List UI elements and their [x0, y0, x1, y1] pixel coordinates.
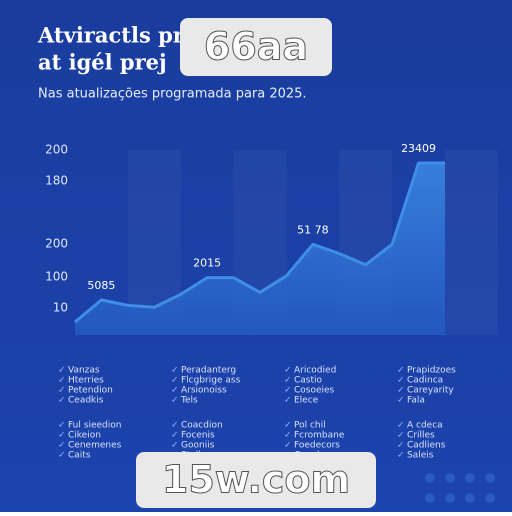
legend-icon: ✓	[171, 441, 179, 451]
y-axis-label: 100	[45, 270, 68, 284]
legend-icon: ✓	[58, 376, 66, 386]
legend-icon: ✓	[171, 421, 179, 431]
legend-text: Cikeion	[68, 431, 101, 441]
annotation: 2015	[193, 257, 221, 270]
annotation: 51 78	[297, 223, 329, 236]
legend-text: Prapidzoes	[407, 366, 456, 376]
legend-icon: ✓	[397, 451, 405, 461]
area	[75, 162, 445, 335]
legend-text: Careyarity	[407, 386, 454, 396]
legend-text: Hterries	[68, 376, 104, 386]
legend-icon: ✓	[397, 441, 405, 451]
legend-icon: ✓	[58, 366, 66, 376]
legend-text: Peradanterg	[181, 366, 236, 376]
legend-icon: ✓	[397, 386, 405, 396]
legend-text: A cdeca	[407, 421, 443, 431]
legend-text: Pol chil	[294, 421, 326, 431]
legend-icon: ✓	[397, 396, 405, 406]
annotation: 23409	[401, 142, 436, 155]
legend-icon: ✓	[284, 421, 292, 431]
legend-icon: ✓	[171, 386, 179, 396]
subtitle: Nas atualizações programada para 2025.	[38, 87, 307, 102]
stripe	[445, 150, 498, 335]
legend-icon: ✓	[58, 396, 66, 406]
legend-icon: ✓	[58, 451, 66, 461]
legend-icon: ✓	[58, 441, 66, 451]
legend-text: Caits	[68, 451, 91, 461]
legend-icon: ✓	[284, 386, 292, 396]
legend-text: Coacdion	[181, 421, 223, 431]
legend-icon: ✓	[284, 441, 292, 451]
legend-icon: ✓	[397, 431, 405, 441]
legend-text: Gooniis	[181, 441, 215, 451]
legend-text: Cenemenes	[68, 441, 122, 451]
legend-icon: ✓	[397, 366, 405, 376]
legend-icon: ✓	[284, 376, 292, 386]
legend-icon: ✓	[397, 376, 405, 386]
y-axis-label: 180	[45, 174, 68, 188]
legend-text: Cadinca	[407, 376, 443, 386]
legend-text: Flcgbrige ass	[181, 376, 241, 386]
legend-text: Arsionoiss	[181, 386, 227, 396]
legend-text: Elece	[294, 396, 319, 406]
legend-text: Petendion	[68, 386, 113, 396]
legend-icon: ✓	[171, 396, 179, 406]
y-axis-label: 10	[53, 301, 68, 315]
legend-icon: ✓	[171, 431, 179, 441]
decor-dots	[425, 473, 495, 503]
legend-text: Cosoeies	[294, 386, 335, 396]
legend-icon: ✓	[397, 421, 405, 431]
legend-text: Crilles	[407, 431, 435, 441]
legend-text: Saleis	[407, 451, 434, 461]
legend-text: Castio	[294, 376, 323, 386]
watermark-box	[136, 452, 376, 508]
y-axis-label: 200	[45, 143, 68, 157]
y-axis-label: 200	[45, 237, 68, 251]
watermark-text: 66aa	[204, 25, 308, 69]
legend-text: Fala	[407, 396, 425, 406]
legend-icon: ✓	[284, 431, 292, 441]
legend-text: Tels	[180, 396, 198, 406]
annotation: 5085	[87, 279, 115, 292]
legend-text: Foedecors	[294, 441, 340, 451]
legend-icon: ✓	[171, 366, 179, 376]
legend-icon: ✓	[171, 376, 179, 386]
legend-text: Vanzas	[68, 366, 100, 376]
watermark-text: 15w.com	[162, 458, 350, 502]
legend-icon: ✓	[58, 386, 66, 396]
legend-icon: ✓	[284, 366, 292, 376]
legend-text: Ceadkis	[68, 396, 104, 406]
legend-icon: ✓	[58, 431, 66, 441]
legend-text: Ful sieedion	[68, 421, 121, 431]
line	[74, 161, 445, 324]
legend-text: Aricodied	[294, 366, 336, 376]
legend-text: Focenis	[181, 431, 215, 441]
title: at igél prej	[38, 50, 167, 75]
legend-icon: ✓	[58, 421, 66, 431]
legend-text: Fcrombane	[294, 431, 345, 441]
legend-text: Cadliens	[407, 441, 446, 451]
watermark: 66aa 15w.com	[136, 18, 376, 508]
legend-icon: ✓	[284, 396, 292, 406]
watermark-box	[180, 18, 332, 76]
